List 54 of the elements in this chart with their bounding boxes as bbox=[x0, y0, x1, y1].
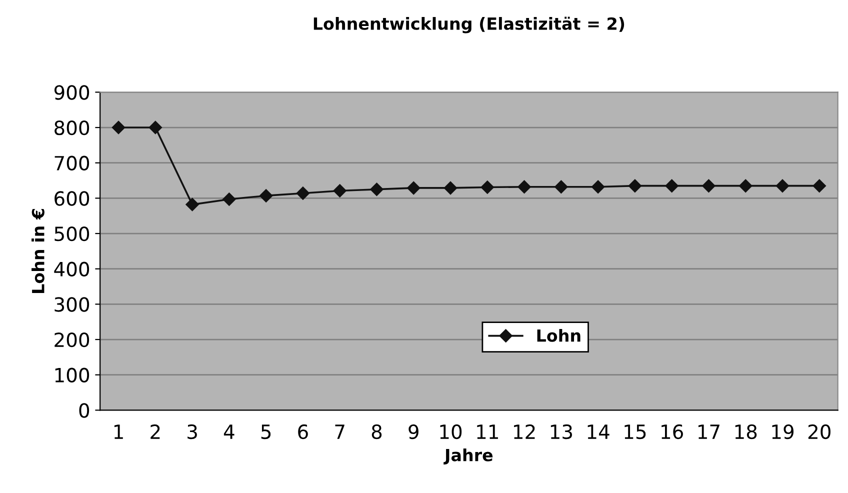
x-tick-label: 10 bbox=[440, 424, 462, 440]
x-tick-label: 3 bbox=[188, 424, 197, 440]
x-tick-label: 15 bbox=[624, 424, 646, 440]
x-tick-label: 7 bbox=[335, 424, 344, 439]
point bbox=[444, 181, 458, 195]
point bbox=[665, 179, 678, 192]
y-tick-label: 500 bbox=[54, 226, 90, 242]
legend-label: Lohn bbox=[537, 328, 580, 342]
y-tick-label: 300 bbox=[54, 297, 90, 312]
point bbox=[812, 179, 826, 192]
y-tick-label: 800 bbox=[54, 120, 90, 136]
point bbox=[259, 189, 273, 202]
point bbox=[739, 179, 752, 192]
x-tick-label: 9 bbox=[408, 424, 418, 440]
chart-title: Lohnentwicklung (Elastizität = 2) bbox=[314, 16, 624, 34]
point bbox=[112, 120, 126, 134]
x-tick-label: 13 bbox=[550, 424, 572, 440]
y-tick-label: 700 bbox=[54, 156, 90, 171]
point bbox=[554, 180, 568, 194]
x-tick-label: 5 bbox=[261, 424, 271, 440]
x-axis-title: Jahre bbox=[444, 448, 493, 464]
x-tick-label: 18 bbox=[735, 424, 757, 440]
point bbox=[480, 180, 494, 194]
y-tick-label: 600 bbox=[54, 191, 90, 206]
point bbox=[148, 120, 162, 134]
x-tick-label: 14 bbox=[588, 424, 610, 439]
x-tick-label: 20 bbox=[808, 424, 830, 440]
point bbox=[333, 184, 346, 198]
point bbox=[702, 179, 716, 192]
x-tick-label: 1 bbox=[114, 424, 123, 439]
x-tick-label: 6 bbox=[298, 424, 308, 440]
x-tick-label: 19 bbox=[772, 424, 794, 440]
x-tick-label: 16 bbox=[662, 424, 683, 440]
y-tick-label: 100 bbox=[55, 368, 90, 383]
y-tick-label: 900 bbox=[54, 85, 90, 100]
x-tick-label: 12 bbox=[514, 424, 535, 439]
x-tick-label: 17 bbox=[698, 424, 720, 439]
y-tick-label: 0 bbox=[79, 403, 90, 418]
point bbox=[628, 179, 642, 192]
x-tick-label: 2 bbox=[150, 424, 160, 439]
x-tick-label: 8 bbox=[372, 424, 382, 440]
point bbox=[518, 180, 531, 194]
x-tick-label: 11 bbox=[477, 424, 498, 439]
y-tick-label: 200 bbox=[54, 332, 90, 348]
y-axis-title: Lohn in € bbox=[32, 209, 44, 293]
x-tick-label: 4 bbox=[224, 424, 234, 439]
point bbox=[407, 181, 420, 195]
point bbox=[222, 192, 236, 206]
y-tick-label: 400 bbox=[54, 262, 90, 277]
point bbox=[186, 198, 199, 212]
point bbox=[591, 180, 605, 194]
point bbox=[776, 179, 790, 192]
point bbox=[370, 182, 384, 196]
point bbox=[296, 186, 310, 200]
